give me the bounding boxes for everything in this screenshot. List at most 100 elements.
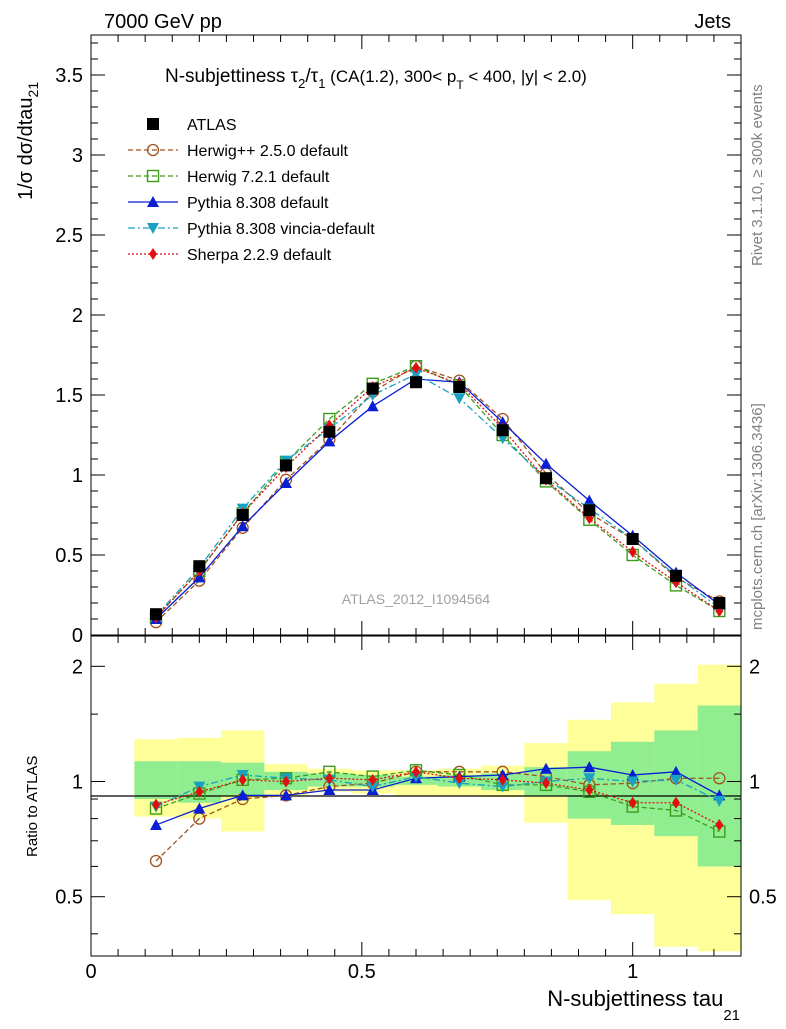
main-series-atlas <box>150 376 726 621</box>
ratio-y-tick-label: 2 <box>72 656 83 678</box>
analysis-watermark: ATLAS_2012_I1094564 <box>342 591 491 607</box>
ratio-y-tick-label-right: 2 <box>749 656 760 678</box>
ratio-point-pythia <box>670 765 682 777</box>
main-point-atlas <box>496 424 509 437</box>
main-point-atlas <box>366 382 379 395</box>
ratio-point-herwigpp <box>713 772 726 785</box>
main-point-atlas <box>410 376 422 389</box>
legend-marker-pythia <box>147 196 159 207</box>
ratio-point-sherpa <box>412 765 420 778</box>
ratio-point-sherpa <box>325 772 334 785</box>
legend-marker-herwig7 <box>146 169 160 183</box>
main-line-herwigpp <box>155 365 720 623</box>
ratio-point-sherpa <box>238 773 247 786</box>
main-line-vincia <box>155 373 720 617</box>
ratio-point-vincia <box>670 774 682 786</box>
main-series-vincia <box>150 369 726 622</box>
rivet-version-label: Rivet 3.1.10, ≥ 300k events <box>749 84 766 266</box>
main-y-tick-label: 0 <box>72 625 83 647</box>
ratio-frame <box>90 635 742 957</box>
main-point-vincia <box>453 393 466 405</box>
legend: ATLAS Herwig++ 2.5.0 default Herwig 7.2.1 … <box>128 117 375 264</box>
x-axis-label: N-subjettiness tau21 <box>547 986 740 1024</box>
ratio-point-sherpa <box>672 796 680 809</box>
main-y-tick-label: 3.5 <box>55 65 83 87</box>
ratio-point-sherpa <box>455 772 464 785</box>
main-y-tick-label: 0.5 <box>55 545 83 567</box>
ratio-point-vincia <box>496 781 509 793</box>
main-y-tick-labels: 0 0.5 1 1.5 2 2.5 3 3.5 <box>55 65 83 647</box>
ratio-point-pythia <box>236 789 249 801</box>
x-tick-label: 0.5 <box>348 961 376 983</box>
ratio-point-sherpa <box>585 784 594 797</box>
ratio-point-pythia <box>323 784 336 796</box>
x-tick-labels: 0 0.5 1 <box>85 961 638 983</box>
main-point-atlas <box>150 608 162 621</box>
ratio-point-sherpa <box>282 775 290 788</box>
legend-label-herwigpp: Herwig++ 2.5.0 default <box>187 143 349 160</box>
ratio-y-tick-labels: 0.5 0.5 1 1 2 2 <box>55 656 777 908</box>
main-y-tick-label: 1 <box>72 465 83 487</box>
ratio-point-pythia <box>540 762 552 774</box>
main-series-herwigpp <box>149 360 726 629</box>
ratio-y-tick-label-right: 0.5 <box>749 887 777 909</box>
legend-label-vincia: Pythia 8.308 vincia-default <box>187 221 375 238</box>
ratio-point-vincia <box>366 781 379 793</box>
main-point-atlas <box>670 569 682 582</box>
ratio-point-sherpa <box>542 777 550 790</box>
legend-marker-herwigpp <box>146 143 160 157</box>
main-point-pythia <box>280 477 292 488</box>
ratio-line-herwigpp <box>155 771 720 862</box>
main-line-sherpa <box>155 367 720 618</box>
x-tick-label: 1 <box>627 961 638 983</box>
ratio-line-sherpa <box>155 771 720 826</box>
main-panel: 0 0.5 1 1.5 2 2.5 3 3.5 <box>55 34 742 647</box>
main-y-tick-label: 1.5 <box>55 385 83 407</box>
ratio-point-vincia <box>713 795 726 807</box>
main-point-atlas <box>280 459 292 472</box>
ratio-point-vincia <box>583 773 596 785</box>
ratio-y-tick-label: 1 <box>72 772 83 794</box>
ratio-band-inner <box>697 705 741 867</box>
legend-entry-herwig7: Herwig 7.2.1 default <box>128 169 330 186</box>
ratio-y-tick-label-right: 1 <box>749 772 760 794</box>
main-series-group <box>149 360 726 629</box>
legend-label-sherpa: Sherpa 2.2.9 default <box>187 247 332 264</box>
main-point-pythia <box>323 435 336 447</box>
ratio-point-sherpa <box>195 785 204 798</box>
main-line-herwig7 <box>155 365 720 618</box>
main-point-pythia <box>366 400 379 412</box>
legend-entry-herwigpp: Herwig++ 2.5.0 default <box>128 143 349 160</box>
ratio-point-sherpa <box>368 773 377 786</box>
main-y-axis-label: 1/σ dσ/dtau21 <box>15 82 41 200</box>
ratio-series-group <box>149 761 726 868</box>
ratio-point-sherpa <box>498 773 507 786</box>
ratio-point-vincia <box>626 776 639 788</box>
main-point-atlas <box>193 560 206 573</box>
main-series-pythia <box>150 373 726 624</box>
ratio-point-sherpa <box>152 798 160 811</box>
ratio-line-vincia <box>155 774 720 808</box>
main-y-tick-label: 2.5 <box>55 225 83 247</box>
ratio-y-tick-label: 0.5 <box>55 887 83 909</box>
main-point-atlas <box>540 472 552 485</box>
main-point-pythia <box>236 520 249 532</box>
header-energy-label: 7000 GeV pp <box>104 11 222 33</box>
main-point-atlas <box>236 509 249 521</box>
ratio-line-pythia <box>155 766 720 826</box>
main-ticks <box>90 35 742 636</box>
legend-entry-atlas: ATLAS <box>147 117 237 134</box>
ratio-band-inner <box>134 761 178 800</box>
legend-entry-pythia: Pythia 8.308 default <box>128 195 329 212</box>
ratio-point-sherpa <box>628 796 637 809</box>
ratio-y-axis-label: Ratio to ATLAS <box>24 756 41 857</box>
main-point-atlas <box>713 597 726 609</box>
plot-title: N-subjettiness τ2/τ1 (CA(1.2), 300< pT <… <box>165 66 587 92</box>
main-point-sherpa <box>628 545 637 558</box>
mcplots-label: mcplots.cern.ch [arXiv:1306.3436] <box>749 403 766 630</box>
main-point-vincia <box>410 369 422 381</box>
header-jets-label: Jets <box>694 11 731 33</box>
main-point-atlas <box>323 425 336 438</box>
ratio-point-sherpa <box>715 818 724 831</box>
main-point-pythia <box>540 457 552 469</box>
